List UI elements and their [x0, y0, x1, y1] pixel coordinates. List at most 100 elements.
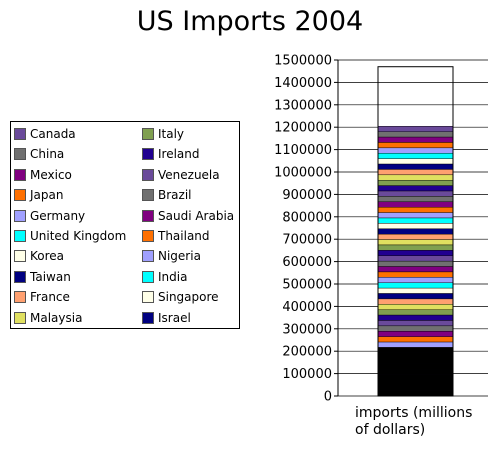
legend-swatch	[142, 291, 154, 304]
y-tick-label: 700000	[282, 233, 332, 248]
y-tick-label: 1500000	[274, 54, 332, 69]
y-tick-label: 100000	[282, 367, 332, 382]
legend-label: Nigeria	[158, 249, 201, 264]
legend-label: China	[30, 147, 65, 162]
y-tick-label: 0	[324, 390, 332, 405]
y-tick-label: 1000000	[274, 166, 332, 181]
bar-segment-other	[377, 180, 454, 186]
legend-label: Taiwan	[30, 269, 71, 284]
bar-segment-other	[377, 320, 454, 327]
bar-segment-other	[377, 228, 454, 235]
bar-segment-other	[377, 282, 454, 289]
legend-swatch	[142, 230, 154, 242]
y-tick-label: 200000	[282, 345, 332, 360]
bar-segment-other	[377, 304, 454, 310]
bar-segment-other	[377, 174, 454, 181]
bar-segment-other	[377, 385, 454, 391]
legend-item: Thailand	[142, 227, 210, 245]
legend-label: Saudi Arabia	[158, 208, 235, 223]
legend-item: United Kingdom	[14, 227, 126, 245]
legend: Canada China Mexico Japan Germany United King…	[10, 121, 240, 329]
y-tick-label: 300000	[282, 322, 332, 337]
legend-label: Thailand	[158, 229, 210, 243]
legend-swatch	[14, 250, 26, 263]
bar-segment-other	[377, 153, 454, 159]
y-tick-label: 600000	[282, 255, 332, 270]
y-tick-label: 400000	[282, 300, 332, 315]
legend-item: Brazil	[142, 186, 192, 204]
legend-item: Germany	[14, 207, 85, 225]
bar-segment-other	[377, 314, 454, 321]
bar-segment-other	[377, 169, 454, 176]
bar-segment-other	[377, 260, 454, 267]
legend-item: France	[14, 288, 70, 306]
bar-segment-other	[377, 336, 454, 343]
legend-label: India	[158, 269, 188, 284]
chart-title: US Imports 2004	[136, 6, 364, 37]
legend-label: Singapore	[158, 290, 219, 305]
legend-swatch	[142, 148, 154, 161]
bar-segment-other	[377, 309, 454, 316]
legend-item: Malaysia	[14, 309, 82, 327]
bar-segment-other	[377, 341, 454, 348]
bar-segment-other	[377, 212, 454, 219]
bar-segment-other	[377, 352, 454, 359]
bar-segment-other	[377, 271, 454, 278]
bar-segment-other	[377, 363, 454, 370]
bar-segment-other	[377, 298, 454, 305]
legend-swatch	[14, 189, 26, 202]
bar-segment-other	[377, 293, 454, 300]
bar-segment-other	[377, 158, 454, 165]
x-axis-label-line: imports (millions	[355, 405, 473, 421]
legend-label: Brazil	[158, 188, 192, 203]
legend-item: Mexico	[14, 166, 72, 184]
legend-swatch	[142, 209, 154, 222]
legend-item: Singapore	[142, 288, 219, 306]
x-axis-label: imports (millions of dollars)	[355, 405, 495, 439]
legend-label: Italy	[158, 127, 185, 141]
legend-swatch	[142, 250, 154, 263]
y-tick-label: 1100000	[274, 143, 332, 158]
bar-segment-other	[377, 163, 454, 170]
bar-segment-other	[377, 244, 454, 251]
bar-segment-other	[377, 196, 454, 203]
bar-segment-other	[377, 374, 454, 381]
legend-item: Ireland	[142, 145, 200, 163]
legend-swatch	[14, 168, 26, 181]
bar-segment-other	[377, 223, 454, 229]
bar-segment-other	[377, 325, 454, 332]
bar-segment-other	[377, 131, 454, 138]
bar-segment-other	[377, 390, 454, 397]
legend-swatch	[14, 270, 26, 283]
legend-swatch	[14, 291, 26, 304]
legend-swatch	[14, 128, 26, 140]
bar-segment-other	[377, 126, 454, 132]
legend-swatch	[14, 230, 26, 242]
legend-label: Mexico	[30, 167, 72, 182]
legend-swatch	[14, 148, 26, 161]
y-tick-label: 900000	[282, 188, 332, 203]
legend-swatch	[142, 270, 154, 283]
legend-item: China	[14, 145, 64, 163]
bar-segment-other	[377, 347, 454, 354]
bar-segment-other	[377, 277, 454, 283]
bar-segment-other	[377, 147, 454, 154]
legend-swatch	[142, 189, 154, 202]
x-axis-label-line: of dollars)	[355, 422, 426, 438]
legend-label: Japan	[30, 188, 64, 203]
legend-swatch	[142, 128, 154, 140]
y-tick-label: 500000	[282, 278, 332, 293]
bar-segment-other	[377, 368, 454, 375]
bar-segment-other	[377, 379, 454, 386]
legend-label: Germany	[30, 208, 86, 223]
y-tick-label: 1400000	[274, 76, 332, 91]
bar-segment-other	[377, 233, 454, 240]
bar-segment-other	[377, 239, 454, 246]
legend-swatch	[14, 311, 26, 324]
legend-item: Venezuela	[142, 166, 220, 184]
legend-item: Israel	[142, 309, 191, 327]
legend-swatch	[142, 311, 154, 324]
bar-segment-other	[377, 142, 454, 149]
legend-label: Korea	[30, 249, 65, 264]
